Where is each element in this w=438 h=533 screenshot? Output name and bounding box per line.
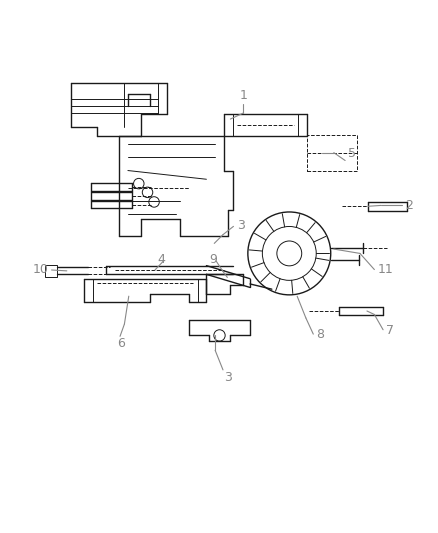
Text: 5: 5: [347, 147, 355, 159]
Text: 6: 6: [117, 337, 125, 350]
Text: 1: 1: [239, 88, 247, 102]
Text: 2: 2: [404, 199, 412, 212]
Text: 3: 3: [237, 219, 244, 231]
Text: 3: 3: [224, 371, 232, 384]
Text: 7: 7: [385, 324, 393, 337]
Text: 9: 9: [209, 254, 217, 266]
Text: 4: 4: [157, 254, 165, 266]
Text: 10: 10: [32, 263, 48, 276]
Text: 8: 8: [316, 328, 324, 342]
Text: 11: 11: [377, 263, 392, 276]
Bar: [306, 135, 356, 171]
Bar: [45, 265, 57, 277]
